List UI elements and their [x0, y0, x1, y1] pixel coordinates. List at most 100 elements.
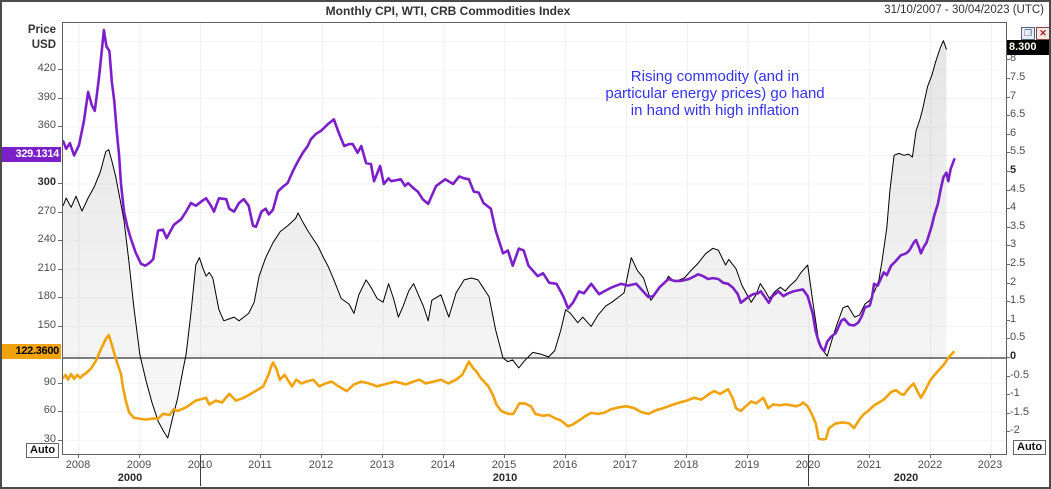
left-axis-tick-label: 30 [43, 433, 56, 445]
right-axis-tick-mark [1006, 190, 1010, 191]
right-axis-tick-mark [1006, 208, 1010, 209]
time-axis-tick-mark [565, 454, 566, 458]
left-axis-tick-mark [58, 326, 62, 327]
right-axis-tick-mark [1006, 152, 1010, 153]
right-axis-tick-mark [1006, 413, 1010, 414]
time-axis-tick-mark [78, 454, 79, 458]
right-axis-tick-label: 3.5 [1010, 220, 1026, 232]
right-axis-tick-mark [1006, 78, 1010, 79]
right-axis-tick-label: 5.5 [1010, 145, 1026, 157]
left-axis-tick-label: 60 [43, 404, 56, 416]
left-axis-unit-line2: USD [31, 39, 56, 51]
left-axis-tick-mark [58, 269, 62, 270]
right-axis-tick-label: 8 [1010, 52, 1017, 64]
left-axis-tick-mark [58, 69, 62, 70]
left-axis-unit-line1: Price [27, 24, 56, 36]
time-axis-year-label: 2009 [126, 459, 152, 471]
time-axis-year-label: 2016 [552, 459, 578, 471]
time-axis-year-label: 2017 [612, 459, 638, 471]
time-axis-year-label: 2013 [369, 459, 395, 471]
right-axis-tick-mark [1006, 320, 1010, 321]
decade-label: 2000 [117, 472, 143, 484]
right-axis-tick-label: -0.5 [1010, 369, 1029, 381]
right-axis-tick-label: 0 [1010, 350, 1017, 362]
right-axis-tick-label: 4.5 [1010, 183, 1026, 195]
right-axis-tick-mark [1006, 357, 1010, 358]
right-axis-tick-label: 1.5 [1010, 294, 1026, 306]
left-axis-tick-label: 180 [37, 290, 56, 302]
time-axis-tick-mark [139, 454, 140, 458]
right-axis-tick-mark [1006, 301, 1010, 302]
left-axis-tick-label: 240 [37, 233, 56, 245]
time-axis-tick-mark [504, 454, 505, 458]
left-axis-tick-label: 90 [43, 376, 56, 388]
time-axis-year-label: 2012 [308, 459, 334, 471]
left-axis-auto-button[interactable]: Auto [26, 443, 60, 458]
left-axis-tick-label: 390 [37, 91, 56, 103]
right-axis-tick-label: 2.5 [1010, 257, 1026, 269]
right-axis-tick-mark [1006, 59, 1010, 60]
left-axis-tick-label: 420 [37, 62, 56, 74]
time-axis-year-label: 2008 [65, 459, 91, 471]
time-axis-tick-mark [443, 454, 444, 458]
chart-annotation-text: Rising commodity (and in particular ener… [605, 68, 824, 119]
time-axis-year-label: 2014 [430, 459, 456, 471]
right-axis-tick-label: 0.5 [1010, 331, 1026, 343]
decade-tick-line [808, 455, 809, 486]
right-axis-tick-mark [1006, 115, 1010, 116]
time-axis-tick-mark [869, 454, 870, 458]
annotation-line: in hand with high inflation [630, 102, 800, 119]
cpi-price-tag: 8.300 [1007, 40, 1050, 55]
time-axis-year-label: 2011 [248, 459, 272, 471]
decade-tick-line [200, 455, 201, 486]
right-axis-tick-label: -2 [1010, 424, 1020, 436]
left-axis-tick-mark [58, 126, 62, 127]
right-axis-tick-mark [1006, 394, 1010, 395]
left-axis-tick-label: 150 [37, 319, 56, 331]
time-axis-year-label: 2023 [977, 459, 1003, 471]
left-axis-tick-mark [58, 183, 62, 184]
left-axis-tick-mark [58, 212, 62, 213]
right-axis-tick-mark [1006, 171, 1010, 172]
right-axis-tick-mark [1006, 227, 1010, 228]
right-axis-tick-label: 2 [1010, 276, 1017, 288]
right-axis-tick-label: -1.5 [1010, 406, 1029, 418]
time-axis-tick-mark [625, 454, 626, 458]
right-axis-tick-mark [1006, 245, 1010, 246]
left-axis-tick-mark [58, 297, 62, 298]
right-axis-tick-label: 6 [1010, 127, 1017, 139]
chart-plot-area[interactable] [62, 22, 1007, 455]
annotation-line: Rising commodity (and in [630, 68, 800, 85]
left-axis-tick-label: 270 [37, 205, 56, 217]
right-axis-tick-label: 5 [1010, 164, 1017, 176]
time-axis-year-label: 2010 [180, 459, 220, 471]
time-axis-tick-mark [321, 454, 322, 458]
time-axis-year-label: 2021 [856, 459, 882, 471]
close-icon[interactable]: ✕ [1036, 27, 1050, 40]
crb-price-tag: 329.1314 [1, 147, 61, 162]
restore-window-icon[interactable]: ❐ [1021, 27, 1035, 40]
left-axis-tick-label: 300 [37, 176, 56, 188]
left-axis-tick-mark [58, 383, 62, 384]
right-axis-tick-label: 4 [1010, 201, 1017, 213]
time-axis-tick-mark [382, 454, 383, 458]
right-axis-tick-label: 1 [1010, 313, 1017, 325]
time-axis-year-label: 2022 [917, 459, 943, 471]
page-title: Monthly CPI, WTI, CRB Commodities Index [325, 4, 571, 18]
annotation-line: particular energy prices) go hand [605, 85, 825, 102]
left-axis-tick-mark [58, 240, 62, 241]
decade-label: 2020 [893, 472, 919, 484]
time-axis-year-label: 2020 [788, 459, 828, 471]
time-axis-tick-mark [930, 454, 931, 458]
right-axis-tick-mark [1006, 338, 1010, 339]
right-axis-tick-mark [1006, 283, 1010, 284]
time-axis-tick-mark [686, 454, 687, 458]
right-axis-tick-mark [1006, 97, 1010, 98]
chart-canvas[interactable] [63, 23, 1006, 454]
left-axis-tick-label: 210 [37, 262, 56, 274]
right-axis-auto-button[interactable]: Auto [1013, 440, 1047, 455]
left-axis-tick-label: 360 [37, 119, 56, 131]
right-axis-tick-label: 6.5 [1010, 108, 1026, 120]
time-axis-tick-mark [260, 454, 261, 458]
left-axis-unit-label: Price USD [14, 23, 56, 53]
